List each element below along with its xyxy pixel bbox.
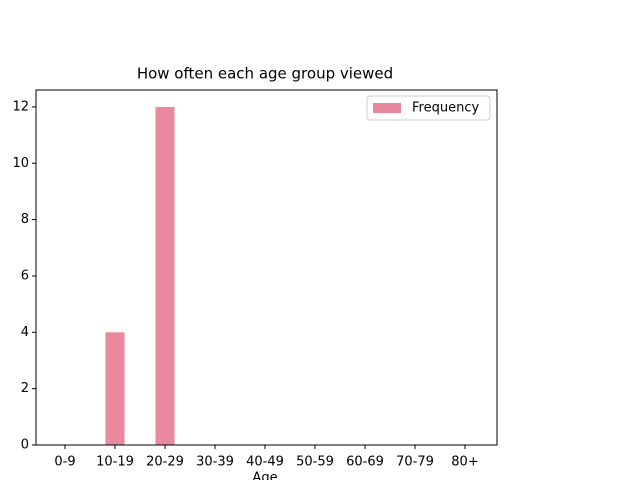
y-tick-label: 8 [21,212,29,227]
x-tick-label: 50-59 [296,455,334,470]
x-tick-label: 40-49 [246,455,284,470]
x-tick-label: 60-69 [346,455,384,470]
bar [105,332,125,445]
x-tick-label: 80+ [451,455,478,470]
plot-frame [35,89,498,446]
legend-label: Frequency [412,101,479,116]
x-axis-label: Age [252,471,277,480]
bar [155,106,175,446]
chart-title: How often each age group viewed [137,65,393,83]
y-tick-label: 4 [21,325,29,340]
x-tick-label: 10-19 [96,455,134,470]
legend-swatch [373,103,401,113]
x-tick-label: 70-79 [396,455,434,470]
x-tick-label: 30-39 [196,455,234,470]
y-tick-label: 6 [21,268,29,283]
y-tick-label: 12 [12,99,29,114]
x-tick-label: 0-9 [54,455,75,470]
y-tick-label: 10 [12,156,29,171]
legend-box [366,95,491,121]
y-tick-label: 2 [21,381,29,396]
y-tick-label: 0 [21,438,29,453]
x-tick-label: 20-29 [146,455,184,470]
